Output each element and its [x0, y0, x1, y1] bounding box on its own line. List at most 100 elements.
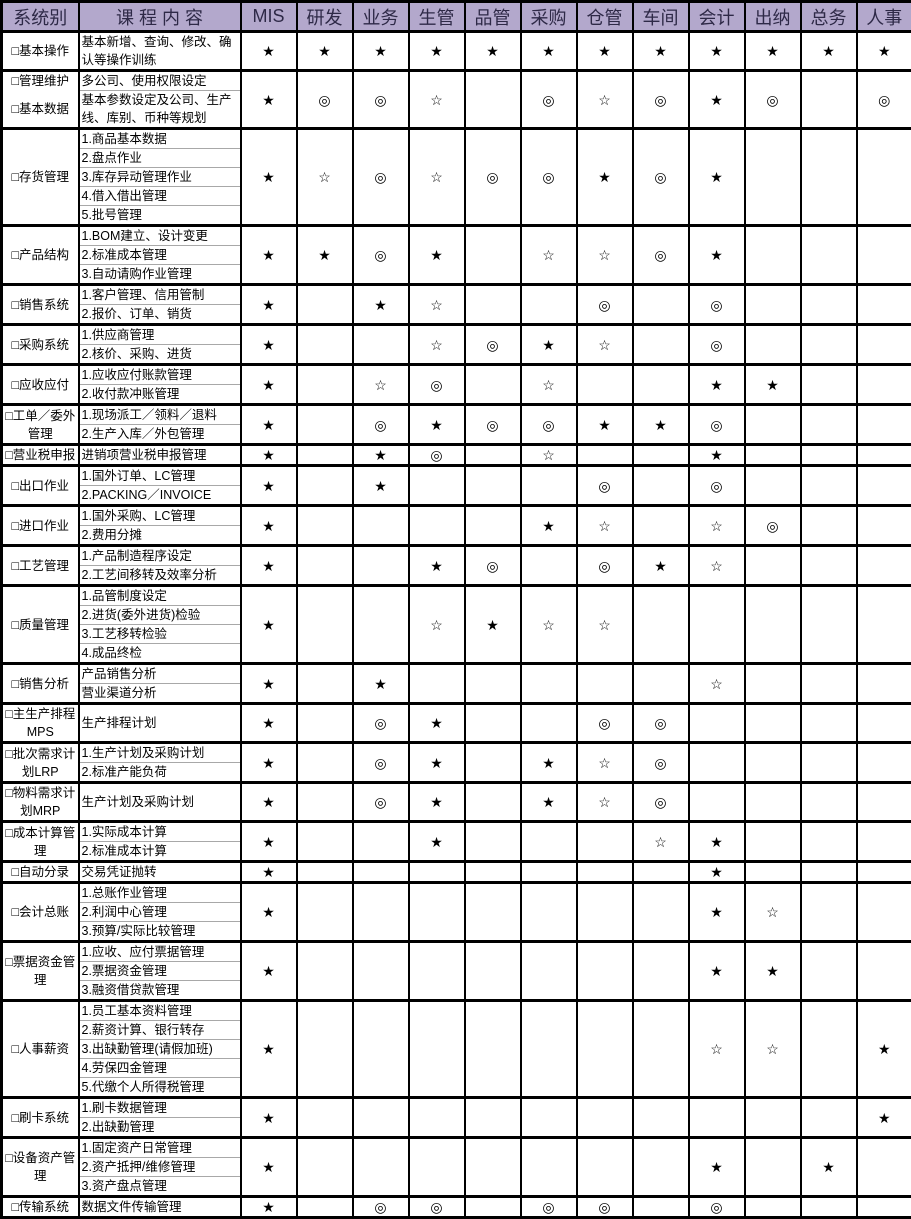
mark-cell — [801, 743, 857, 783]
mark-cell — [857, 226, 911, 285]
course-item-cell: 2.核价、采购、进货 — [79, 345, 241, 365]
mark-cell — [857, 325, 911, 365]
mark-cell — [521, 704, 577, 743]
mark-cell: ◎ — [689, 1197, 745, 1218]
mark-cell — [801, 405, 857, 445]
mark-cell — [745, 445, 801, 466]
mark-cell — [857, 129, 911, 226]
course-item-cell: 1.总账作业管理 — [79, 883, 241, 903]
mark-cell — [297, 883, 353, 942]
course-item-cell: 生产排程计划 — [79, 704, 241, 743]
mark-cell: ☆ — [577, 71, 633, 129]
course-item-cell: 2.报价、订单、销货 — [79, 305, 241, 325]
course-item-cell: 3.库存异动管理作业 — [79, 168, 241, 187]
mark-cell: ◎ — [633, 129, 689, 226]
course-item-cell: 2.标准成本计算 — [79, 842, 241, 862]
mark-cell — [801, 285, 857, 325]
mark-cell — [297, 445, 353, 466]
mark-cell: ★ — [409, 743, 465, 783]
mark-cell — [465, 365, 521, 405]
mark-cell — [577, 664, 633, 704]
header-dept-quality-control: 品管 — [465, 2, 521, 32]
mark-cell: ★ — [241, 883, 297, 942]
course-group-row: □营业税申报进销项营业税申报管理★★◎☆★ — [2, 445, 911, 466]
course-item-cell: 2.PACKING／INVOICE — [79, 486, 241, 506]
mark-cell — [857, 704, 911, 743]
mark-cell: ★ — [689, 226, 745, 285]
mark-cell: ◎ — [577, 1197, 633, 1218]
mark-cell: ◎ — [409, 365, 465, 405]
mark-cell — [353, 1138, 409, 1197]
mark-cell — [633, 883, 689, 942]
course-item-cell: 3.自动请购作业管理 — [79, 265, 241, 285]
header-dept-mis: MIS — [241, 2, 297, 32]
mark-cell — [353, 883, 409, 942]
mark-cell — [745, 822, 801, 862]
mark-cell — [857, 546, 911, 586]
course-item-cell: 2.利润中心管理 — [79, 903, 241, 922]
mark-cell: ◎ — [633, 783, 689, 822]
mark-cell — [409, 1098, 465, 1138]
mark-cell: ★ — [857, 32, 911, 71]
mark-cell — [745, 285, 801, 325]
mark-cell — [465, 1197, 521, 1218]
mark-cell — [353, 942, 409, 1001]
mark-cell: ★ — [353, 445, 409, 466]
mark-cell — [409, 942, 465, 1001]
mark-cell — [353, 546, 409, 586]
mark-cell — [745, 1138, 801, 1197]
header-dept-sales: 业务 — [353, 2, 409, 32]
mark-cell — [633, 942, 689, 1001]
mark-cell — [577, 365, 633, 405]
course-item-cell: 基本参数设定及公司、生产线、库别、币种等规划 — [79, 91, 241, 129]
mark-cell: ◎ — [745, 71, 801, 129]
system-cell: □工艺管理 — [2, 546, 79, 586]
mark-cell: ☆ — [577, 226, 633, 285]
mark-cell: ★ — [241, 129, 297, 226]
mark-cell — [801, 783, 857, 822]
mark-cell — [633, 466, 689, 506]
mark-cell: ★ — [409, 704, 465, 743]
system-cell: □销售系统 — [2, 285, 79, 325]
course-group-row: □销售分析产品销售分析★★☆ — [2, 664, 911, 684]
mark-cell — [409, 883, 465, 942]
mark-cell: ★ — [689, 32, 745, 71]
mark-cell: ★ — [633, 405, 689, 445]
mark-cell: ★ — [521, 325, 577, 365]
mark-cell: ★ — [689, 1138, 745, 1197]
mark-cell — [745, 586, 801, 664]
course-item-cell: 3.资产盘点管理 — [79, 1177, 241, 1197]
mark-cell: ◎ — [577, 704, 633, 743]
course-item-cell: 2.标准产能负荷 — [79, 763, 241, 783]
course-item-cell: 1.国外采购、LC管理 — [79, 506, 241, 526]
mark-cell — [857, 1138, 911, 1197]
mark-cell: ★ — [241, 226, 297, 285]
mark-cell — [745, 226, 801, 285]
mark-cell — [465, 71, 521, 129]
mark-cell — [465, 285, 521, 325]
course-item-cell: 2.出缺勤管理 — [79, 1118, 241, 1138]
mark-cell: ★ — [241, 365, 297, 405]
mark-cell: ★ — [857, 1098, 911, 1138]
course-item-cell: 3.预算/实际比较管理 — [79, 922, 241, 942]
mark-cell — [353, 506, 409, 546]
header-dept-rd: 研发 — [297, 2, 353, 32]
mark-cell — [297, 506, 353, 546]
course-item-cell: 1.BOM建立、设计变更 — [79, 226, 241, 246]
mark-cell — [297, 586, 353, 664]
mark-cell — [633, 445, 689, 466]
mark-cell — [857, 285, 911, 325]
mark-cell — [745, 704, 801, 743]
mark-cell: ☆ — [353, 365, 409, 405]
mark-cell: ☆ — [577, 743, 633, 783]
system-cell: □营业税申报 — [2, 445, 79, 466]
mark-cell — [745, 546, 801, 586]
mark-cell — [801, 883, 857, 942]
system-cell: □刷卡系统 — [2, 1098, 79, 1138]
mark-cell — [801, 1197, 857, 1218]
